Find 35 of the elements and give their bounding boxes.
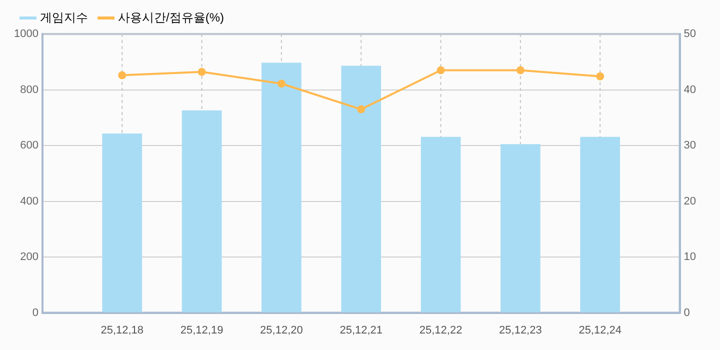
y-tick-label: 200	[20, 251, 38, 264]
x-tick-label: 25,12,19	[180, 324, 224, 336]
bar	[420, 136, 461, 312]
x-tick-label: 25,12,22	[419, 324, 462, 336]
point	[118, 71, 126, 80]
legend-label: 게임지수	[40, 10, 88, 24]
x-tick-label: 25,12,24	[578, 324, 622, 336]
y2-tick-label: 10	[684, 251, 696, 264]
point	[277, 80, 286, 88]
y2-tick-label: 30	[684, 140, 696, 152]
bar	[341, 66, 382, 312]
y2-tick-label: 50	[684, 28, 696, 40]
bar	[262, 62, 302, 312]
x-tick-label: 25,12,23	[499, 324, 542, 336]
y2-tick-label: 40	[684, 84, 696, 96]
y-tick-label: 600	[20, 140, 38, 152]
bar	[102, 134, 142, 312]
y-tick-label: 1000	[14, 28, 38, 40]
y-tick-label: 0	[32, 306, 38, 319]
point	[516, 66, 524, 74]
y-tick-label: 400	[20, 195, 38, 208]
point	[436, 66, 445, 74]
point	[357, 105, 366, 114]
bar	[580, 136, 620, 312]
y2-tick-label: 20	[684, 195, 696, 208]
y-tick-label: 800	[20, 84, 38, 96]
x-tick-label: 25,12,20	[260, 324, 303, 336]
legend-label: 사용시간/점유율(%)	[118, 10, 224, 24]
point	[198, 68, 206, 76]
y2-tick-label: 0	[684, 306, 690, 319]
bar	[182, 110, 222, 312]
point	[596, 72, 604, 80]
bar	[500, 144, 540, 312]
x-tick-label: 25,12,18	[100, 324, 144, 336]
x-tick-label: 25,12,21	[340, 324, 383, 336]
